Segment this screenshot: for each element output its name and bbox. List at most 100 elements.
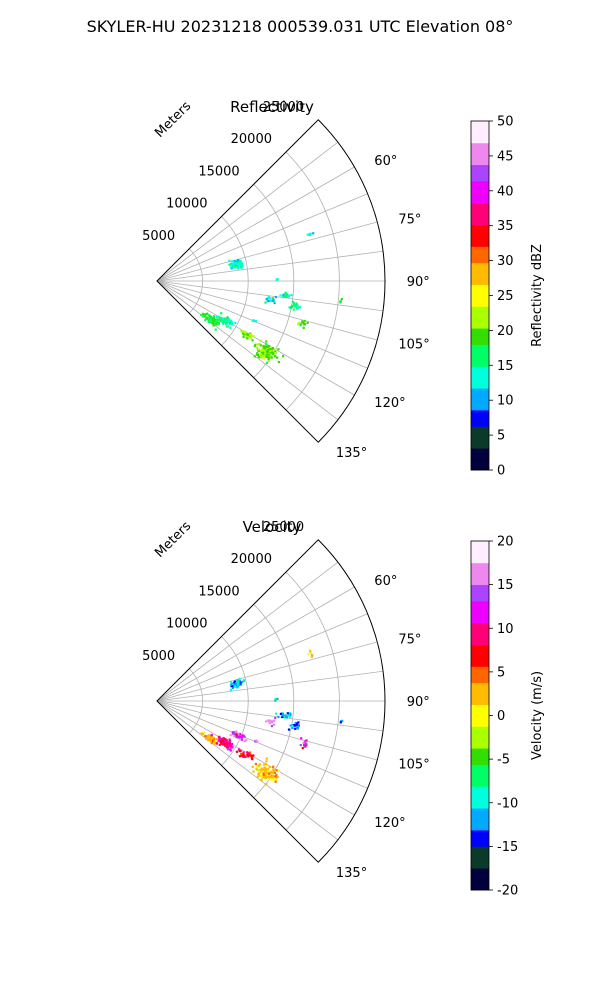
echo-gate: [269, 349, 272, 353]
echo-gate: [282, 295, 285, 298]
echo-gate: [291, 727, 294, 730]
colorbar-band: [471, 306, 489, 313]
colorbar-tick-label: 15: [497, 359, 514, 374]
echo-gate: [229, 734, 232, 737]
azimuth-tick-label: 90°: [407, 275, 430, 290]
echo-cluster: [306, 232, 315, 237]
echo-gate: [225, 321, 228, 324]
echo-gate: [287, 295, 290, 298]
echo-gate: [230, 685, 233, 688]
echo-gate: [244, 331, 247, 334]
azimuth-spoke: [156, 280, 355, 396]
echo-gate: [222, 743, 225, 746]
echo-gate: [265, 340, 268, 343]
echo-gate: [258, 342, 261, 346]
echo-gate: [255, 739, 258, 742]
azimuth-tick-label: 120°: [374, 396, 405, 411]
echo-gate: [256, 775, 259, 778]
echo-gate: [302, 326, 305, 329]
colorbar-band: [471, 131, 489, 138]
echo-gate: [267, 768, 270, 771]
echo-cluster: [235, 748, 255, 761]
echo-gate: [297, 725, 300, 728]
echo-gate: [228, 321, 232, 324]
echo-gate: [229, 266, 232, 269]
echo-gate: [299, 324, 302, 327]
echo-gate: [274, 698, 277, 701]
echo-gate: [260, 356, 263, 359]
colorbar-band: [471, 230, 489, 236]
azimuth-tick-label: 75°: [398, 212, 421, 227]
echo-gate: [206, 312, 209, 315]
echo-gate: [240, 264, 243, 267]
echo-gate: [277, 348, 280, 351]
echo-gate: [284, 291, 287, 294]
echo-gate: [309, 232, 312, 235]
echo-gate: [242, 751, 245, 754]
echo-gate: [213, 322, 217, 325]
echo-gate: [231, 323, 234, 326]
colorbar-band: [471, 851, 489, 858]
colorbar-band: [471, 633, 489, 640]
colorbar-band: [471, 300, 489, 307]
azimuth-tick-label: 105°: [398, 758, 429, 773]
echo-gate: [235, 265, 238, 268]
echo-gate: [274, 296, 277, 299]
colorbar-band: [471, 213, 489, 220]
echo-gate: [260, 767, 264, 770]
colorbar-tick-label: 5: [497, 665, 505, 680]
echo-gate: [211, 322, 214, 325]
echo-gate: [213, 741, 216, 744]
echo-gate: [215, 742, 219, 745]
colorbar-band: [471, 557, 489, 564]
colorbar-band: [471, 660, 489, 667]
echo-gate: [238, 260, 242, 263]
azimuth-spoke: [156, 700, 378, 761]
echo-gate: [214, 320, 217, 323]
echo-gate: [264, 776, 267, 779]
echo-gate: [224, 741, 227, 744]
echo-gate: [257, 353, 260, 357]
echo-gate: [274, 350, 277, 353]
range-tick-label: 20000: [231, 552, 272, 567]
colorbar-band: [471, 295, 489, 302]
echo-gate: [299, 744, 302, 747]
echo-gate: [239, 261, 242, 264]
colorbar-band: [471, 579, 489, 586]
echo-gate: [290, 293, 293, 297]
echo-gate: [267, 770, 270, 773]
echo-gate: [237, 682, 240, 685]
colorbar-band: [471, 388, 489, 395]
colorbar-band: [471, 328, 489, 335]
echo-gate: [246, 753, 249, 756]
echo-gate: [271, 349, 274, 353]
echo-gate: [256, 343, 259, 346]
colorbar-tick-label: -5: [497, 753, 510, 768]
colorbar-label: Reflectivity dBZ: [530, 244, 545, 347]
echo-gate: [265, 355, 268, 358]
azimuth-spoke: [156, 280, 368, 369]
echo-gate: [212, 736, 215, 739]
echo-gate: [256, 352, 259, 355]
colorbar-band: [471, 568, 489, 575]
echo-gate: [262, 776, 265, 779]
colorbar-band: [471, 655, 489, 662]
echo-cluster: [339, 298, 343, 304]
colorbar-band: [471, 159, 489, 166]
echo-gate: [239, 749, 242, 752]
echo-gate: [275, 776, 278, 779]
echo-gate: [212, 323, 215, 326]
echo-gate: [228, 259, 231, 262]
colorbar-band: [471, 600, 489, 607]
echo-gate: [252, 335, 255, 338]
echo-gate: [232, 266, 235, 269]
echo-gate: [235, 684, 238, 687]
echo-gate: [234, 266, 237, 269]
echo-gate: [291, 725, 294, 728]
colorbar-band: [471, 819, 489, 825]
colorbar-band: [471, 186, 489, 193]
echo-cluster: [200, 312, 222, 331]
echo-gate: [279, 294, 282, 297]
echo-gate: [298, 306, 302, 309]
